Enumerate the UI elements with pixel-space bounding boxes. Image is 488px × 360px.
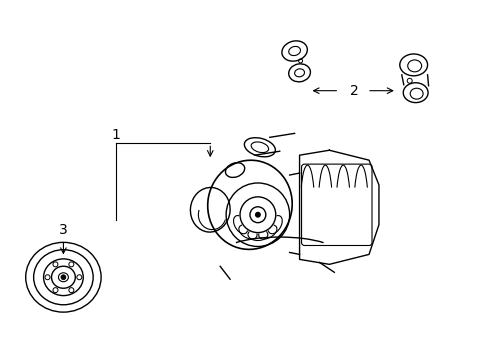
Text: 2: 2 [349, 84, 358, 98]
Text: 1: 1 [111, 129, 120, 142]
Circle shape [61, 275, 66, 280]
Text: 3: 3 [59, 222, 68, 237]
Circle shape [254, 212, 260, 218]
